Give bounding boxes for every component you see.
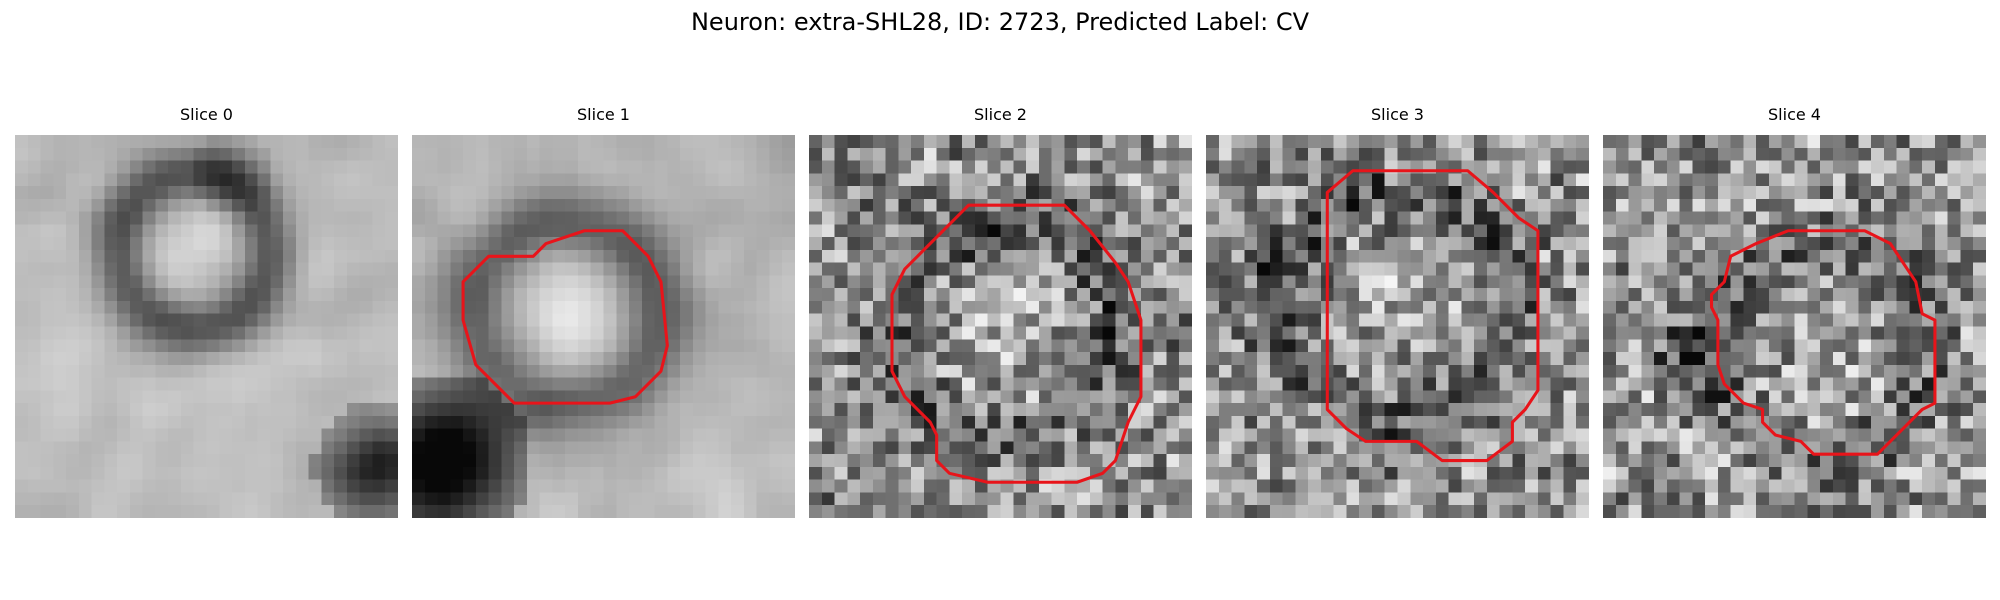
- slice-image-2: [809, 135, 1192, 518]
- slice-title-2: Slice 2: [974, 105, 1027, 124]
- segmentation-contour-3: [1325, 169, 1540, 463]
- slice-title-1: Slice 1: [577, 105, 630, 124]
- slice-image-4: [1603, 135, 1986, 518]
- segmentation-contour-1: [461, 229, 669, 405]
- slice-title-3: Slice 3: [1371, 105, 1424, 124]
- figure-title: Neuron: extra-SHL28, ID: 2723, Predicted…: [690, 8, 1310, 36]
- slice-image-1: [412, 135, 795, 518]
- slice-title-4: Slice 4: [1768, 105, 1821, 124]
- slice-image-0: [15, 135, 398, 518]
- segmentation-contour-2: [890, 203, 1143, 484]
- slice-title-0: Slice 0: [180, 105, 233, 124]
- slice-image-3: [1206, 135, 1589, 518]
- segmentation-contour-4: [1709, 229, 1937, 456]
